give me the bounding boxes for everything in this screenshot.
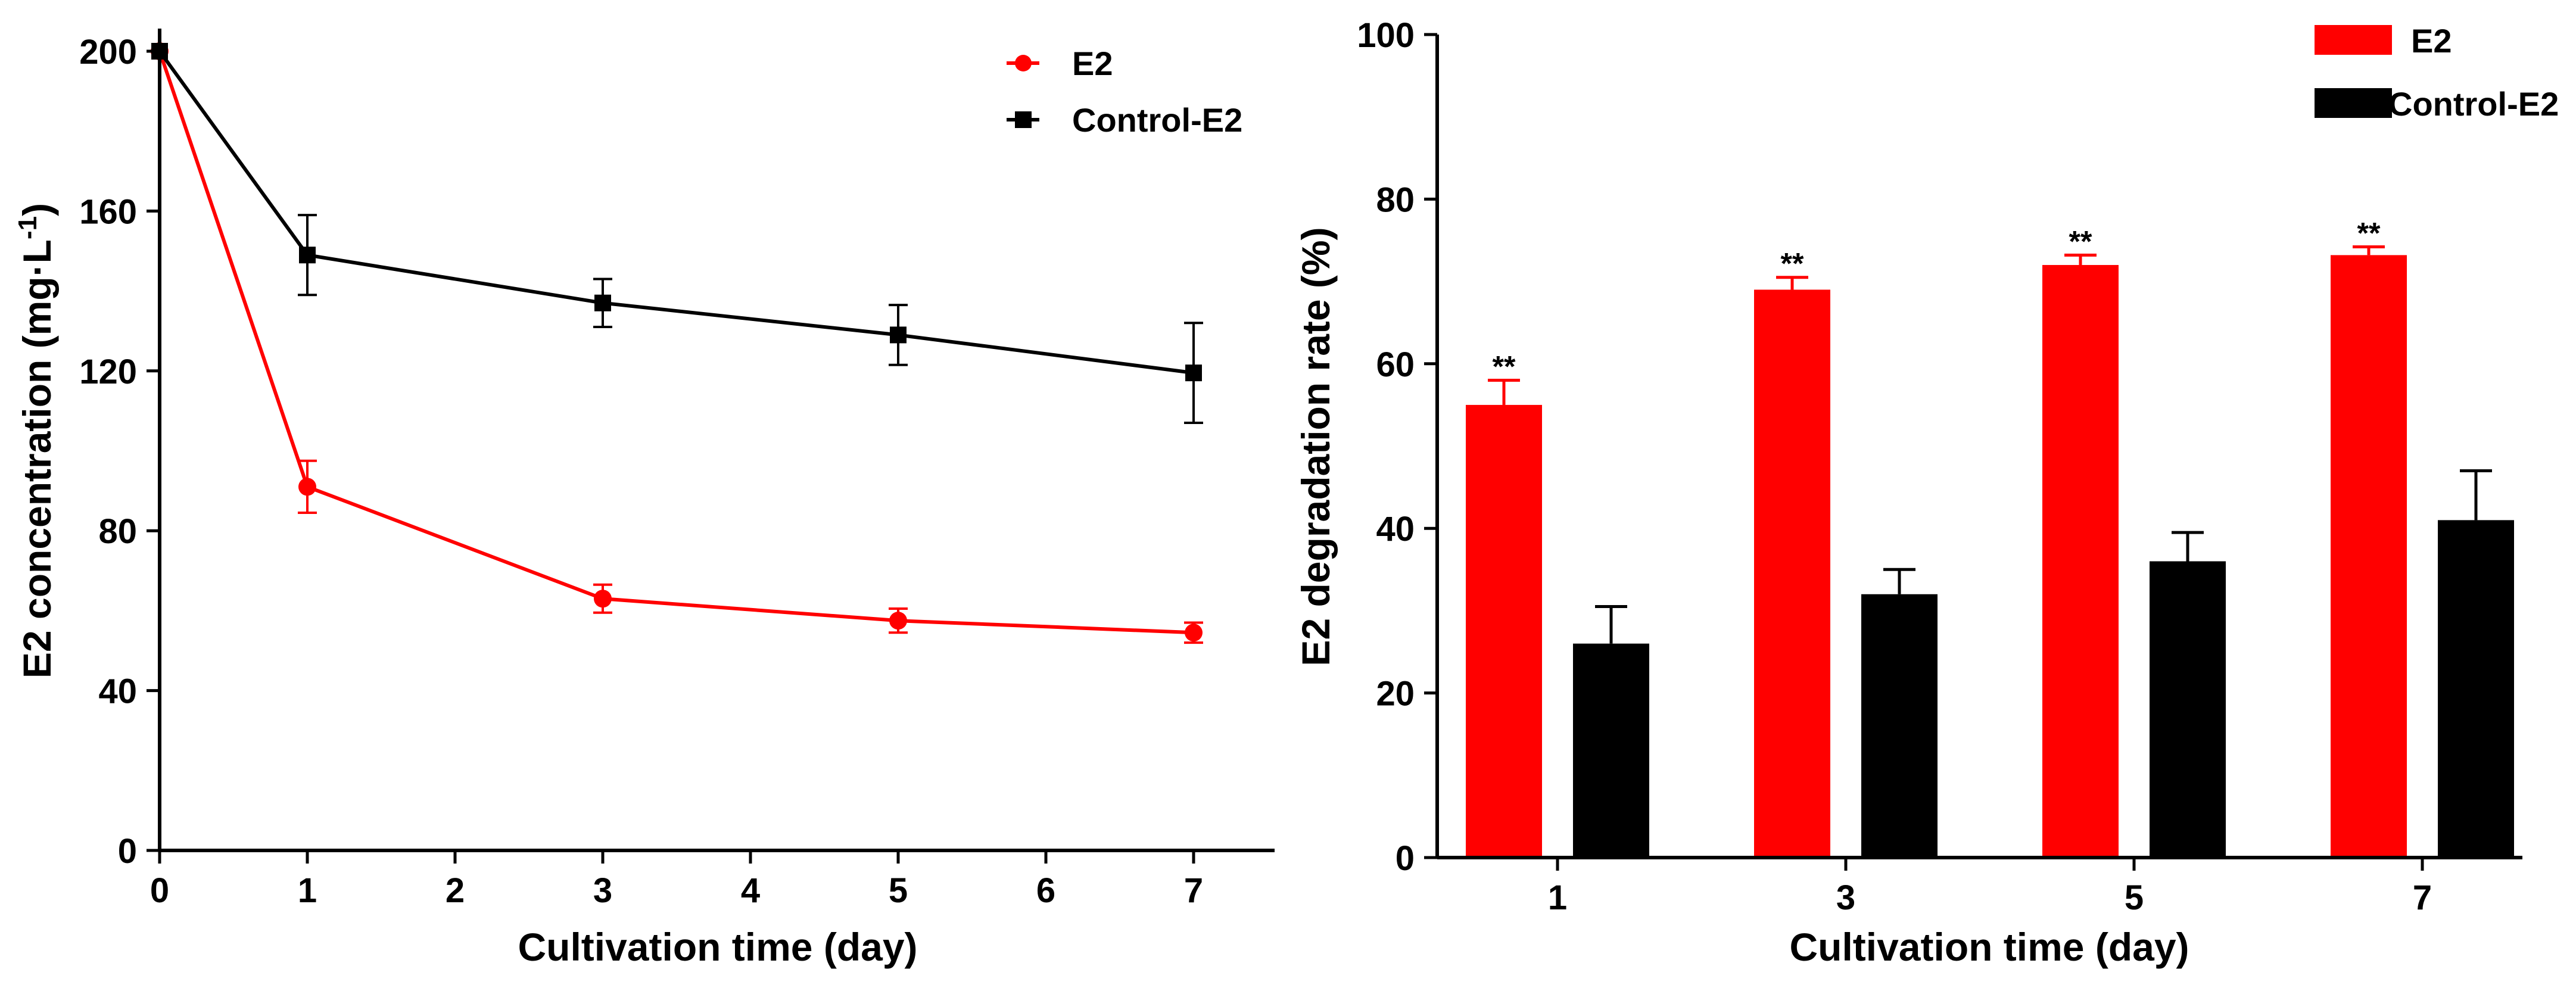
left-x-tick-label: 6 — [1036, 871, 1055, 910]
left-y-tick-label: 120 — [79, 353, 137, 391]
right-x-tick-label: 1 — [1548, 878, 1567, 917]
left-y-tick-label: 160 — [79, 192, 137, 231]
data-point-e2 — [298, 478, 316, 496]
right-legend: E2 Control-E2 — [2315, 22, 2559, 123]
bar-control-e2 — [1861, 594, 1938, 858]
data-point-e2 — [594, 590, 612, 608]
legend-marker-e2 — [1015, 55, 1032, 71]
legend-marker-control-e2 — [1015, 111, 1032, 128]
significance-label: ** — [1493, 350, 1516, 383]
data-point-control-e2 — [890, 326, 907, 344]
left-x-tick-label: 5 — [889, 871, 908, 910]
significance-label: ** — [2069, 225, 2092, 258]
data-point-control-e2 — [1185, 364, 1202, 382]
left-y-axis-title: E2 concentration (mg·L-1) — [13, 203, 59, 678]
left-x-tick-label: 4 — [741, 871, 760, 910]
right-y-tick-label: 40 — [1376, 510, 1415, 548]
right-y-axis-title: E2 degradation rate (%) — [1294, 227, 1338, 666]
left-y-tick-label: 40 — [98, 672, 137, 711]
bar-control-e2 — [2150, 561, 2226, 858]
bar-control-e2 — [2438, 520, 2514, 858]
series-line-e2 — [158, 51, 1194, 635]
data-point-e2 — [889, 612, 907, 630]
bar-control-e2 — [1573, 643, 1649, 858]
bar-e2 — [2331, 255, 2407, 858]
right-x-tick-label: 7 — [2413, 878, 2432, 917]
left-y-tick-label: 200 — [79, 33, 137, 71]
left-legend: E2 Control-E2 — [1007, 45, 1242, 139]
right-x-axis-title: Cultivation time (day) — [1789, 925, 2189, 969]
legend-label-e2-bar: E2 — [2411, 22, 2452, 60]
data-point-e2 — [1185, 624, 1203, 642]
data-point-control-e2 — [299, 247, 316, 264]
data-point-control-e2 — [594, 294, 611, 311]
left-y-tick-label: 0 — [118, 832, 137, 871]
left-x-tick-label: 0 — [150, 871, 169, 910]
left-x-tick-label: 3 — [593, 871, 612, 910]
right-y-tick-label: 80 — [1376, 180, 1415, 219]
legend-swatch-control-e2 — [2315, 88, 2392, 118]
left-x-tick-label: 2 — [446, 871, 465, 910]
bar-e2 — [1466, 404, 1542, 858]
bar-e2 — [2042, 264, 2119, 858]
right-x-tick-label: 3 — [1836, 878, 1855, 917]
left-x-tick-label: 1 — [298, 871, 317, 910]
series-line-control-e2 — [158, 50, 1194, 375]
significance-label: ** — [2357, 217, 2381, 250]
legend-swatch-e2 — [2315, 25, 2392, 55]
left-x-tick-label: 7 — [1184, 871, 1203, 910]
right-y-tick-label: 20 — [1376, 675, 1415, 713]
legend-label-e2: E2 — [1072, 45, 1113, 82]
bar-chart-panel: ** ** ** ** 0 20 40 60 80 100 1 3 5 7 Cultivation ti… — [1294, 16, 2559, 969]
significance-label: ** — [1781, 247, 1804, 280]
bar-e2 — [1754, 289, 1830, 858]
line-chart-panel: 0 1 2 3 4 5 6 7 0 40 80 120 160 200 Cultivation time … — [13, 29, 1275, 969]
right-y-tick-label: 100 — [1357, 16, 1415, 55]
right-y-tick-label: 60 — [1376, 345, 1415, 384]
legend-label-control-e2: Control-E2 — [1072, 101, 1242, 139]
left-x-axis-title: Cultivation time (day) — [518, 925, 917, 969]
right-x-tick-label: 5 — [2125, 878, 2144, 917]
right-y-tick-label: 0 — [1396, 839, 1415, 878]
left-y-tick-label: 80 — [98, 512, 137, 551]
legend-label-control-e2-bar: Control-E2 — [2388, 85, 2559, 123]
